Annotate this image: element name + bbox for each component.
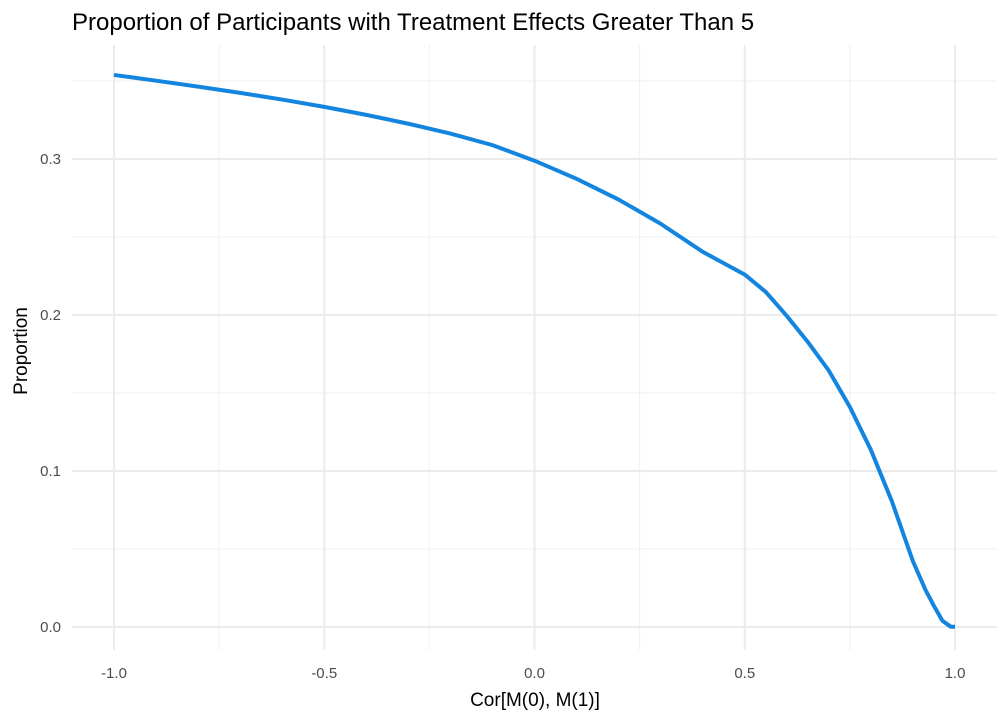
y-tick-label: 0.0 [40,619,61,636]
x-tick-label: -1.0 [101,665,127,682]
major-gridlines [72,45,997,650]
y-axis-ticks: 0.0 0.1 0.2 0.3 [40,151,61,636]
x-tick-label: -0.5 [311,665,337,682]
x-axis-ticks: -1.0 -0.5 0.0 0.5 1.0 [101,665,965,682]
y-tick-label: 0.3 [40,151,61,168]
y-tick-label: 0.1 [40,463,61,480]
y-tick-label: 0.2 [40,307,61,324]
x-tick-label: 0.0 [524,665,545,682]
x-axis-title: Cor[M(0), M(1)] [470,690,600,711]
x-tick-label: 0.5 [734,665,755,682]
series-layer [113,72,955,629]
series-line [113,72,955,629]
x-tick-label: 1.0 [945,665,966,682]
y-axis-title: Proportion [11,307,32,395]
chart-title: Proportion of Participants with Treatmen… [72,9,754,36]
